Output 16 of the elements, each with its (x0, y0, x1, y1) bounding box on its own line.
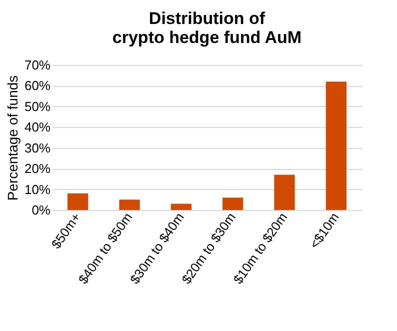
y-tick-label: 50% (24, 98, 51, 114)
chart-title: Distribution of crypto hedge fund AuM (112, 9, 302, 47)
bar (119, 200, 140, 210)
bar (170, 204, 192, 210)
y-tick-label: 0% (32, 202, 51, 218)
bar (222, 198, 244, 210)
bar (68, 193, 88, 210)
y-tick-label: 70% (24, 58, 51, 72)
y-tick-label: 20% (24, 161, 51, 176)
bar (326, 82, 346, 210)
y-tick-label: 10% (24, 182, 51, 197)
y-tick-label: 60% (24, 78, 51, 94)
bar (274, 174, 295, 210)
y-tick-label: 40% (24, 120, 51, 135)
y-tick-label: 30% (24, 140, 51, 156)
y-axis-title: Percentage of funds (4, 75, 20, 201)
